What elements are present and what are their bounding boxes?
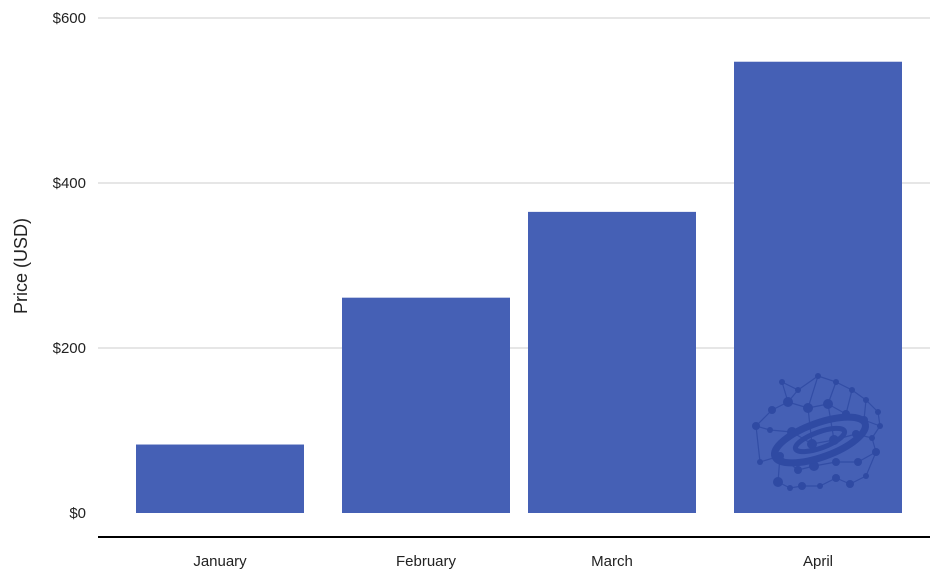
- y-axis-title: Price (USD): [11, 218, 31, 314]
- watermark-link: [807, 375, 819, 409]
- watermark-node: [752, 422, 760, 430]
- watermark-node: [875, 409, 881, 415]
- bar-march: [528, 211, 696, 513]
- bar-february: [342, 297, 510, 513]
- watermark-node: [823, 399, 833, 409]
- watermark-node: [877, 423, 883, 429]
- watermark-node: [832, 474, 840, 482]
- watermark-node: [783, 397, 793, 407]
- y-tick-label: $0: [69, 505, 86, 522]
- watermark-node: [815, 373, 821, 379]
- watermark-node: [833, 379, 839, 385]
- watermark-node: [832, 458, 840, 466]
- watermark-link: [845, 389, 853, 415]
- bars: [136, 61, 902, 513]
- watermark-inner-orbit: [792, 425, 848, 455]
- watermark-node: [863, 397, 869, 403]
- watermark-node: [872, 448, 880, 456]
- watermark-orbit: [771, 413, 869, 467]
- watermark-node: [869, 435, 875, 441]
- x-tick-label: February: [396, 553, 457, 569]
- watermark-node: [846, 480, 854, 488]
- x-axis-ticks: January February March April: [193, 553, 833, 569]
- watermark-node: [794, 466, 802, 474]
- watermark-node: [798, 482, 806, 490]
- watermark-node: [779, 379, 785, 385]
- y-axis-ticks: $0 $200 $400 $600: [53, 10, 86, 522]
- watermark-node: [803, 403, 813, 413]
- x-tick-label: April: [803, 553, 833, 569]
- watermark-node: [849, 387, 855, 393]
- x-tick-label: March: [591, 553, 633, 569]
- watermark-node: [787, 485, 793, 491]
- watermark-node: [854, 458, 862, 466]
- watermark-link: [797, 375, 819, 391]
- y-tick-label: $600: [53, 10, 86, 27]
- watermark-node: [757, 459, 763, 465]
- bar-january: [136, 444, 304, 513]
- y-tick-label: $400: [53, 175, 86, 192]
- watermark-link: [865, 451, 877, 477]
- watermark-link: [755, 425, 761, 463]
- watermark-link: [817, 375, 837, 383]
- x-tick-label: January: [193, 553, 247, 569]
- watermark-logo-icon: [752, 373, 883, 491]
- y-tick-label: $200: [53, 340, 86, 357]
- watermark-node: [767, 427, 773, 433]
- bar-april: [734, 61, 902, 513]
- watermark-node: [795, 387, 801, 393]
- watermark-node: [817, 483, 823, 489]
- watermark-node: [768, 406, 776, 414]
- watermark-node: [863, 473, 869, 479]
- watermark-node: [807, 439, 817, 449]
- watermark-node: [773, 477, 783, 487]
